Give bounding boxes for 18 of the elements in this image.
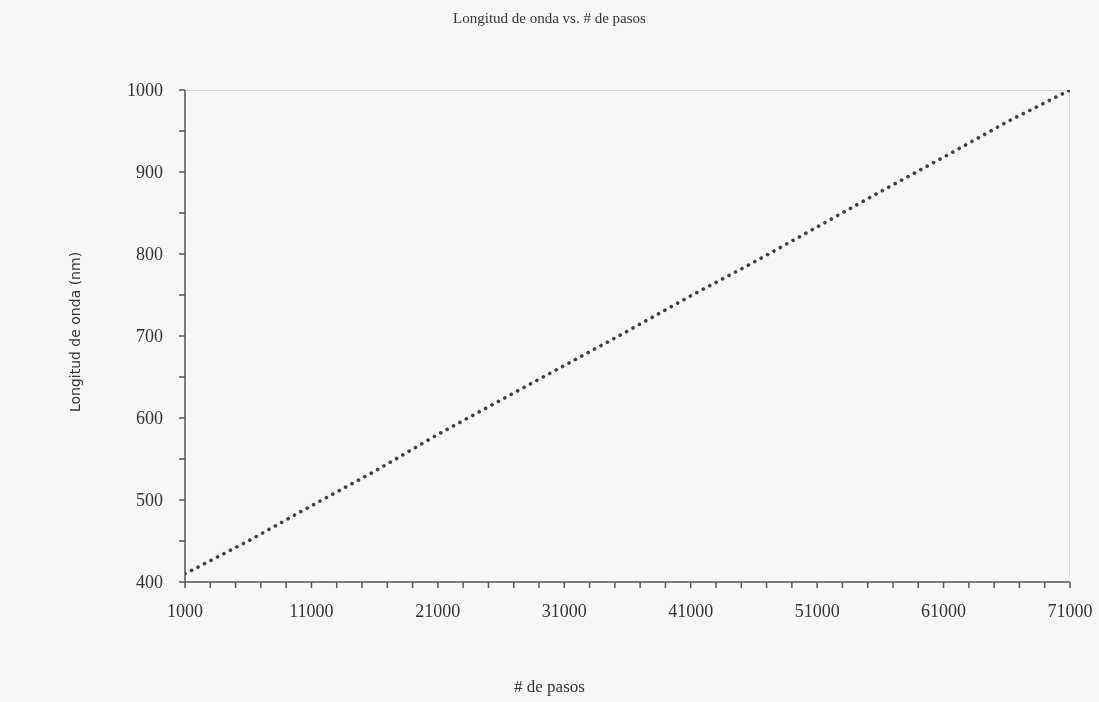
x-axis-title: # de pasos [513, 677, 586, 697]
y-tick-label: 400 [136, 572, 163, 593]
y-tick-label: 700 [136, 326, 163, 347]
x-tick-label: 51000 [794, 600, 840, 621]
y-tick-label: 800 [136, 244, 163, 265]
x-tick-label: 61000 [921, 600, 967, 621]
x-tick-label: 31000 [541, 600, 587, 621]
y-tick-label: 600 [136, 408, 163, 429]
x-tick-label: 11000 [289, 600, 334, 621]
x-tick-label: 71000 [1047, 600, 1093, 621]
y-tick-label: 900 [136, 162, 163, 183]
x-tick-label: 41000 [668, 600, 714, 621]
x-tick-label: 21000 [415, 600, 461, 621]
y-axis-title: Longitud de onda (nm) [67, 250, 83, 414]
y-tick-label: 500 [136, 490, 163, 511]
x-tick-label: 1000 [167, 600, 203, 621]
y-tick-label: 1000 [127, 80, 163, 101]
chart-title: Longitud de onda vs. # de pasos [452, 10, 647, 27]
